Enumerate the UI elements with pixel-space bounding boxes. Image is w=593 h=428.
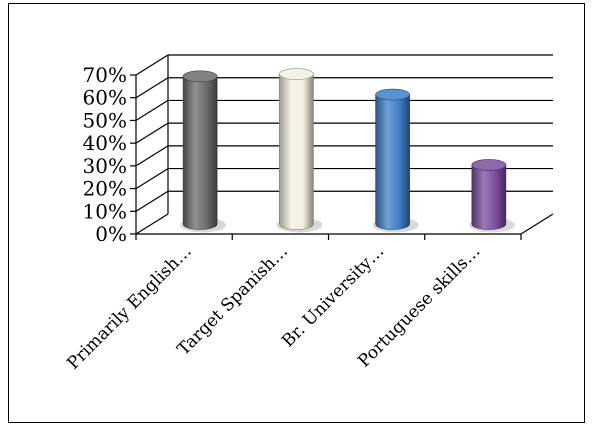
bar-3 xyxy=(375,94,410,230)
gridline-side xyxy=(135,99,169,121)
floor-right-edge xyxy=(520,213,554,235)
bar-2 xyxy=(279,73,314,230)
y-tick-label: 30% xyxy=(83,154,127,178)
bars xyxy=(180,68,515,233)
y-tick-label: 70% xyxy=(83,63,127,87)
gridline-side xyxy=(135,213,169,235)
gridline-side xyxy=(135,145,169,167)
chart-frame: 0% 10% 20% 30% 40% 50% 60% 70% Primarily Englis… xyxy=(8,3,585,423)
y-tick-label: 10% xyxy=(83,199,127,223)
bar-top-1 xyxy=(182,70,218,83)
bar-top-2 xyxy=(279,68,314,80)
gridline-side xyxy=(135,190,169,212)
bar-4 xyxy=(471,164,507,230)
y-tick-label: 0% xyxy=(95,222,127,246)
y-tick-labels: 0%10%20%30%40%50%60%70% xyxy=(83,63,127,246)
axes xyxy=(130,74,522,240)
y-tick-label: 20% xyxy=(83,177,127,201)
bar-1 xyxy=(182,76,218,230)
y-tick-label: 50% xyxy=(83,108,127,132)
chart-walls xyxy=(135,55,554,235)
bar-top-4 xyxy=(471,159,507,171)
gridline-side xyxy=(135,122,169,144)
gridline-side xyxy=(135,54,169,76)
cylinder-bar-chart: 0%10%20%30%40%50%60%70% Primarily Englis… xyxy=(63,54,554,374)
x-category-label: Br. University… xyxy=(278,241,388,351)
x-category-labels: Primarily English…Target Spanish…Br. Uni… xyxy=(63,241,484,373)
gridline-side xyxy=(135,77,169,99)
bar-top-3 xyxy=(375,88,410,101)
x-category-label: Primarily English… xyxy=(63,241,195,373)
gridlines xyxy=(135,54,553,235)
y-tick-label: 40% xyxy=(83,131,127,155)
gridline-side xyxy=(135,168,169,190)
y-tick-label: 60% xyxy=(83,86,127,110)
